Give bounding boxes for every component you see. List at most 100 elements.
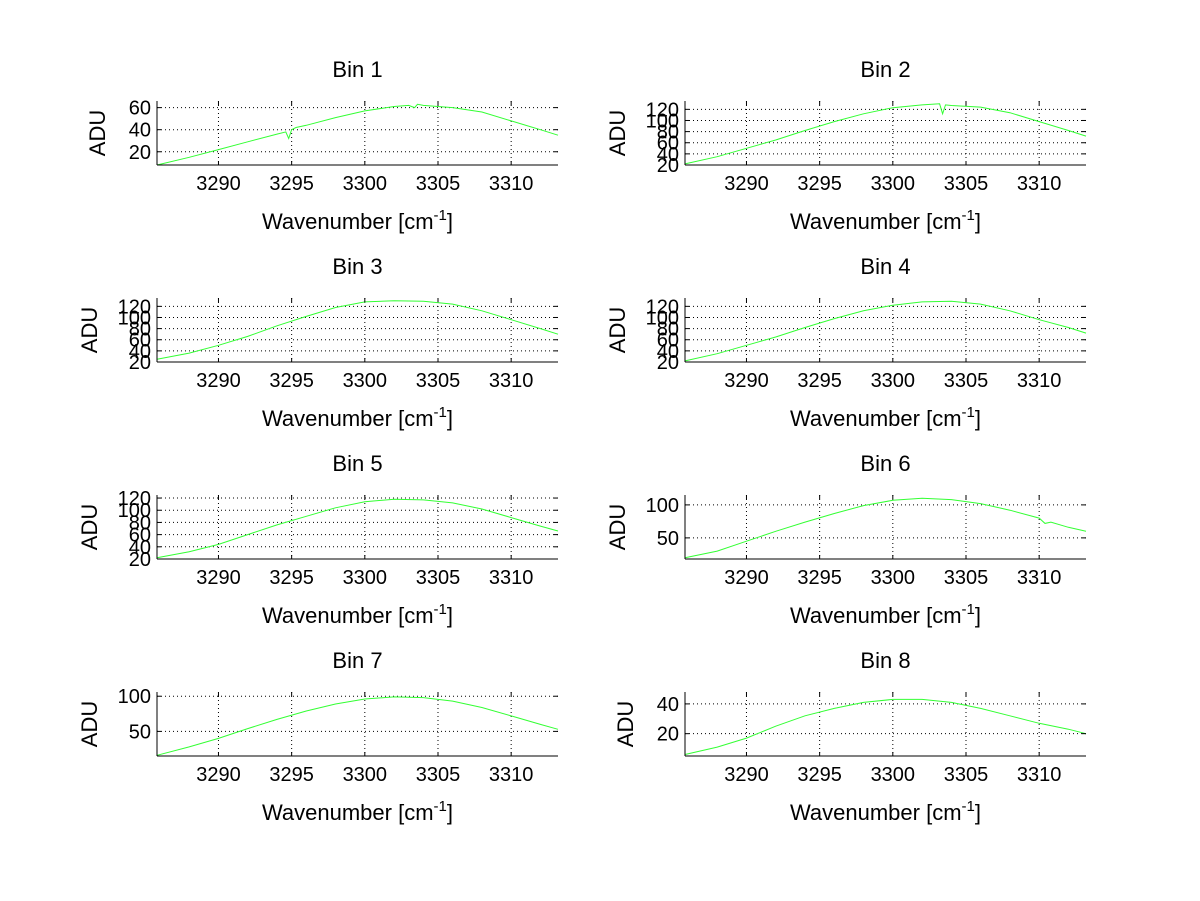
y-tick-label: 40 [129, 537, 151, 559]
x-axis-label-superscript: -1 [962, 798, 975, 815]
x-axis-label-superscript: -1 [962, 404, 975, 421]
x-tick-label: 3295 [797, 173, 842, 195]
y-tick-label: 120 [646, 296, 679, 318]
subplot-title: Bin 7 [332, 648, 382, 673]
subplot-bin-7: 3290 3295 3300 3305 3310 50 100 Bin 7 Wavenumber… [77, 648, 559, 825]
x-tick-label: 3300 [343, 370, 388, 392]
x-axis-label: Wavenumber [cm-1] [790, 798, 981, 825]
y-axis-label: ADU [77, 701, 102, 747]
x-axis-label-superscript: -1 [434, 404, 447, 421]
x-tick-label: 3305 [944, 370, 989, 392]
y-tick-label: 100 [646, 307, 679, 329]
x-axis-label-suffix: ] [975, 603, 981, 628]
y-tick-label: 40 [129, 341, 151, 363]
y-tick-label: 80 [657, 122, 679, 144]
y-axis-label: ADU [77, 307, 102, 353]
y-tick-label: 100 [118, 686, 151, 708]
y-tick-label: 60 [129, 525, 151, 547]
y-tick-label: 50 [657, 528, 679, 550]
y-tick-label: 60 [129, 330, 151, 352]
series-line [156, 696, 559, 756]
y-tick-label: 50 [129, 721, 151, 743]
x-tick-label: 3290 [724, 764, 769, 786]
y-tick-label: 40 [657, 144, 679, 166]
x-tick-label: 3305 [416, 764, 461, 786]
y-axis-label: ADU [613, 701, 638, 747]
x-tick-label: 3295 [269, 370, 314, 392]
x-axis-label-superscript: -1 [962, 601, 975, 618]
x-tick-label: 3305 [944, 764, 989, 786]
x-axis-label-text: Wavenumber [cm [790, 209, 962, 234]
y-tick-label: 100 [646, 495, 679, 517]
x-tick-label: 3295 [797, 370, 842, 392]
y-tick-label: 40 [129, 120, 151, 142]
x-tick-label: 3300 [871, 370, 916, 392]
x-axis-label-text: Wavenumber [cm [790, 603, 962, 628]
x-tick-label: 3310 [489, 370, 534, 392]
subplot-title: Bin 5 [332, 451, 382, 476]
series-line [684, 300, 1087, 362]
x-tick-label: 3300 [343, 764, 388, 786]
y-axis-label: ADU [605, 504, 630, 550]
subplot-title: Bin 8 [860, 648, 910, 673]
x-axis-label-text: Wavenumber [cm [790, 406, 962, 431]
subplot-title: Bin 6 [860, 451, 910, 476]
y-tick-label: 60 [657, 330, 679, 352]
x-tick-label: 3295 [797, 567, 842, 589]
x-tick-label: 3300 [871, 764, 916, 786]
x-axis-label-superscript: -1 [962, 207, 975, 224]
y-tick-label: 40 [657, 341, 679, 363]
series-line [684, 103, 1087, 165]
x-tick-label: 3305 [416, 173, 461, 195]
y-tick-label: 20 [129, 549, 151, 571]
x-tick-label: 3290 [196, 764, 241, 786]
y-tick-label: 60 [129, 98, 151, 120]
x-axis-label-text: Wavenumber [cm [262, 603, 434, 628]
x-tick-label: 3310 [1017, 173, 1062, 195]
x-tick-label: 3295 [269, 567, 314, 589]
subplot-bin-8: 3290 3295 3300 3305 3310 20 40 Bin 8 Wavenumber … [613, 648, 1087, 825]
y-axis-label: ADU [605, 110, 630, 156]
x-tick-label: 3305 [416, 370, 461, 392]
x-axis-label-suffix: ] [975, 406, 981, 431]
x-tick-label: 3290 [196, 370, 241, 392]
x-tick-label: 3295 [269, 173, 314, 195]
x-axis-label-superscript: -1 [434, 601, 447, 618]
x-tick-label: 3310 [489, 764, 534, 786]
x-tick-label: 3300 [871, 567, 916, 589]
x-axis-label-suffix: ] [447, 406, 453, 431]
x-tick-label: 3290 [196, 173, 241, 195]
y-tick-label: 80 [129, 512, 151, 534]
y-axis-label: ADU [605, 307, 630, 353]
x-axis-label-text: Wavenumber [cm [790, 800, 962, 825]
x-axis-label-suffix: ] [975, 209, 981, 234]
subplot-title: Bin 1 [332, 57, 382, 82]
y-tick-label: 120 [118, 296, 151, 318]
y-tick-label: 20 [129, 352, 151, 374]
x-tick-label: 3295 [269, 764, 314, 786]
x-tick-label: 3290 [196, 567, 241, 589]
x-tick-label: 3300 [343, 173, 388, 195]
y-axis-label: ADU [77, 504, 102, 550]
subplot-title: Bin 3 [332, 254, 382, 279]
y-tick-label: 100 [646, 110, 679, 132]
x-tick-label: 3305 [944, 173, 989, 195]
x-tick-label: 3290 [724, 370, 769, 392]
x-axis-label: Wavenumber [cm-1] [262, 404, 453, 431]
x-tick-label: 3310 [489, 173, 534, 195]
x-tick-label: 3305 [416, 567, 461, 589]
x-axis-label: Wavenumber [cm-1] [262, 601, 453, 628]
x-axis-label: Wavenumber [cm-1] [790, 601, 981, 628]
x-axis-label: Wavenumber [cm-1] [262, 207, 453, 234]
x-axis-label-suffix: ] [447, 209, 453, 234]
subplot-title: Bin 4 [860, 254, 910, 279]
x-tick-label: 3290 [724, 173, 769, 195]
x-tick-label: 3295 [797, 764, 842, 786]
x-tick-label: 3300 [871, 173, 916, 195]
series-line [156, 103, 559, 166]
x-axis-label: Wavenumber [cm-1] [262, 798, 453, 825]
